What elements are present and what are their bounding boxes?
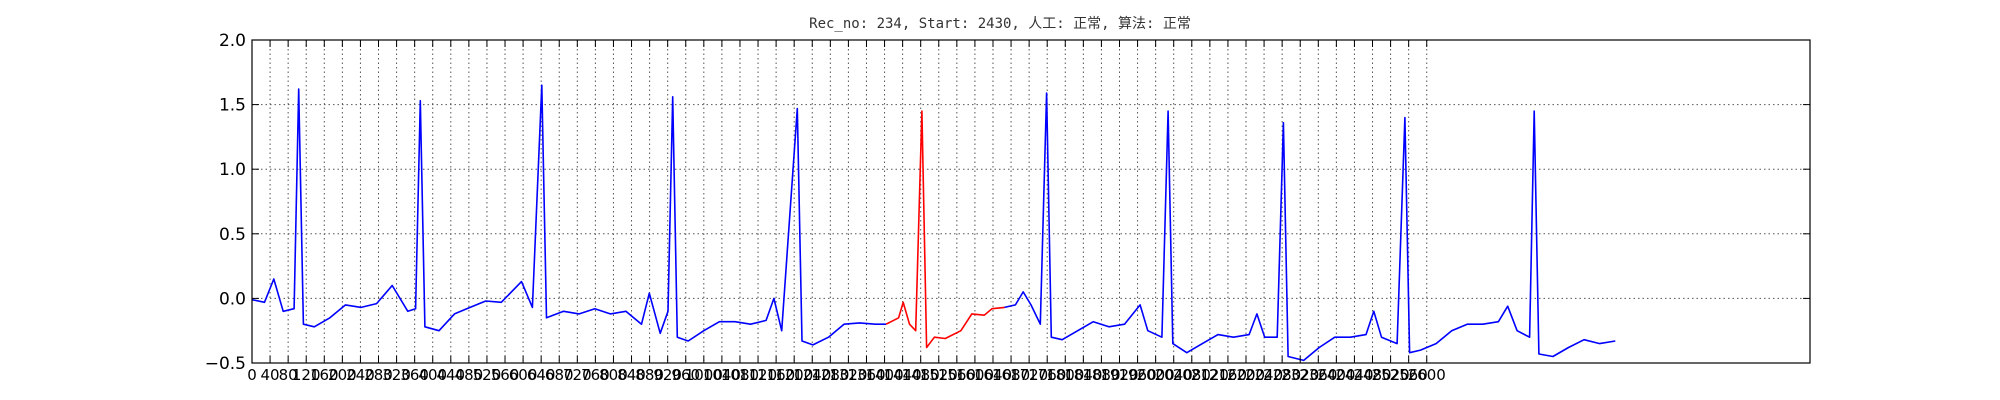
x-tick-label: 920 [653, 366, 682, 384]
x-tick-label: 600 [509, 366, 538, 384]
x-tick-label: 1680 [992, 366, 1030, 384]
x-tick-label: 2080 [1173, 366, 1211, 384]
y-tick-label: 0.5 [219, 225, 246, 245]
ecg-series-line-1 [251, 84, 887, 346]
x-tick-label: 360 [400, 366, 429, 384]
x-tick-label: 800 [599, 366, 628, 384]
x-tick-label: 2200 [1227, 366, 1265, 384]
x-tick-label: 1960 [1118, 366, 1156, 384]
x-tick-label: 2000 [1137, 366, 1175, 384]
x-tick-label: 2600 [1408, 366, 1446, 384]
x-tick-label: 1920 [1100, 366, 1138, 384]
x-tick-label: 2040 [1155, 366, 1193, 384]
x-tick-label: 1720 [1010, 366, 1048, 384]
x-tick-label: 2400 [1317, 366, 1355, 384]
x-tick-label: 1320 [829, 366, 867, 384]
plot-frame [251, 39, 1811, 364]
x-tick-label: 2160 [1209, 366, 1247, 384]
x-tick-label: 1840 [1064, 366, 1102, 384]
x-axis-ticks: 0 408012016020024028032036040044048052056… [247, 40, 1446, 384]
x-tick-label: 1360 [847, 366, 885, 384]
x-tick-label: 1800 [1046, 366, 1084, 384]
x-tick-label: 1880 [1082, 366, 1120, 384]
x-tick-label: 2120 [1191, 366, 1229, 384]
x-tick-label: 1200 [775, 366, 813, 384]
y-tick-label: 0.0 [219, 289, 246, 309]
x-tick-label: 2480 [1353, 366, 1391, 384]
x-tick-label: 1400 [865, 366, 903, 384]
series-layer [251, 84, 1616, 362]
ecg-series-line-2 [885, 110, 1005, 349]
y-tick-label: 2.0 [219, 31, 246, 51]
x-tick-label: 1240 [793, 366, 831, 384]
x-tick-label: 400 [418, 366, 447, 384]
x-tick-label: 1760 [1028, 366, 1066, 384]
x-tick-label: 40 [261, 366, 280, 384]
x-tick-label: 720 [563, 366, 592, 384]
y-tick-label: 1.0 [219, 160, 246, 180]
x-tick-label: 2280 [1263, 366, 1301, 384]
x-tick-label: 1640 [974, 366, 1012, 384]
y-axis-ticks: 2.0 1.5 1.0 0.5 0.0 −0.5 [205, 31, 1810, 374]
x-tick-label: 280 [364, 366, 393, 384]
x-tick-label: 0 [247, 366, 257, 384]
x-tick-label: 80 [279, 366, 298, 384]
x-tick-label: 160 [310, 366, 339, 384]
x-tick-label: 440 [436, 366, 465, 384]
x-tick-label: 2520 [1371, 366, 1409, 384]
x-tick-label: 1040 [703, 366, 741, 384]
x-tick-label: 1120 [739, 366, 777, 384]
x-tick-label: 1160 [757, 366, 795, 384]
x-tick-label: 2560 [1390, 366, 1428, 384]
x-tick-label: 2360 [1299, 366, 1337, 384]
x-tick-label: 1480 [902, 366, 940, 384]
x-tick-label: 200 [328, 366, 357, 384]
x-tick-label: 680 [545, 366, 574, 384]
y-tick-label: 1.5 [219, 96, 246, 116]
x-tick-label: 1560 [938, 366, 976, 384]
x-tick-label: 240 [346, 366, 375, 384]
x-tick-label: 840 [617, 366, 646, 384]
x-tick-label: 640 [527, 366, 556, 384]
x-tick-label: 2320 [1281, 366, 1319, 384]
x-tick-label: 960 [671, 366, 700, 384]
x-tick-label: 880 [635, 366, 664, 384]
x-tick-label: 1440 [884, 366, 922, 384]
x-tick-label: 1520 [920, 366, 958, 384]
x-tick-label: 760 [581, 366, 610, 384]
x-tick-label: 2240 [1245, 366, 1283, 384]
y-tick-label: −0.5 [205, 354, 246, 374]
x-tick-label: 2440 [1335, 366, 1373, 384]
chart-title: Rec_no: 234, Start: 2430, 人工: 正常, 算法: 正常 [809, 16, 1191, 32]
x-tick-label: 320 [382, 366, 411, 384]
x-tick-label: 1000 [685, 366, 723, 384]
x-tick-label: 120 [292, 366, 321, 384]
x-tick-label: 480 [455, 366, 484, 384]
x-tick-label: 520 [473, 366, 502, 384]
x-tick-label: 560 [491, 366, 520, 384]
ecg-series-line-3 [1004, 92, 1616, 362]
x-tick-label: 1280 [811, 366, 849, 384]
x-tick-label: 1080 [721, 366, 759, 384]
x-tick-label: 1600 [956, 366, 994, 384]
